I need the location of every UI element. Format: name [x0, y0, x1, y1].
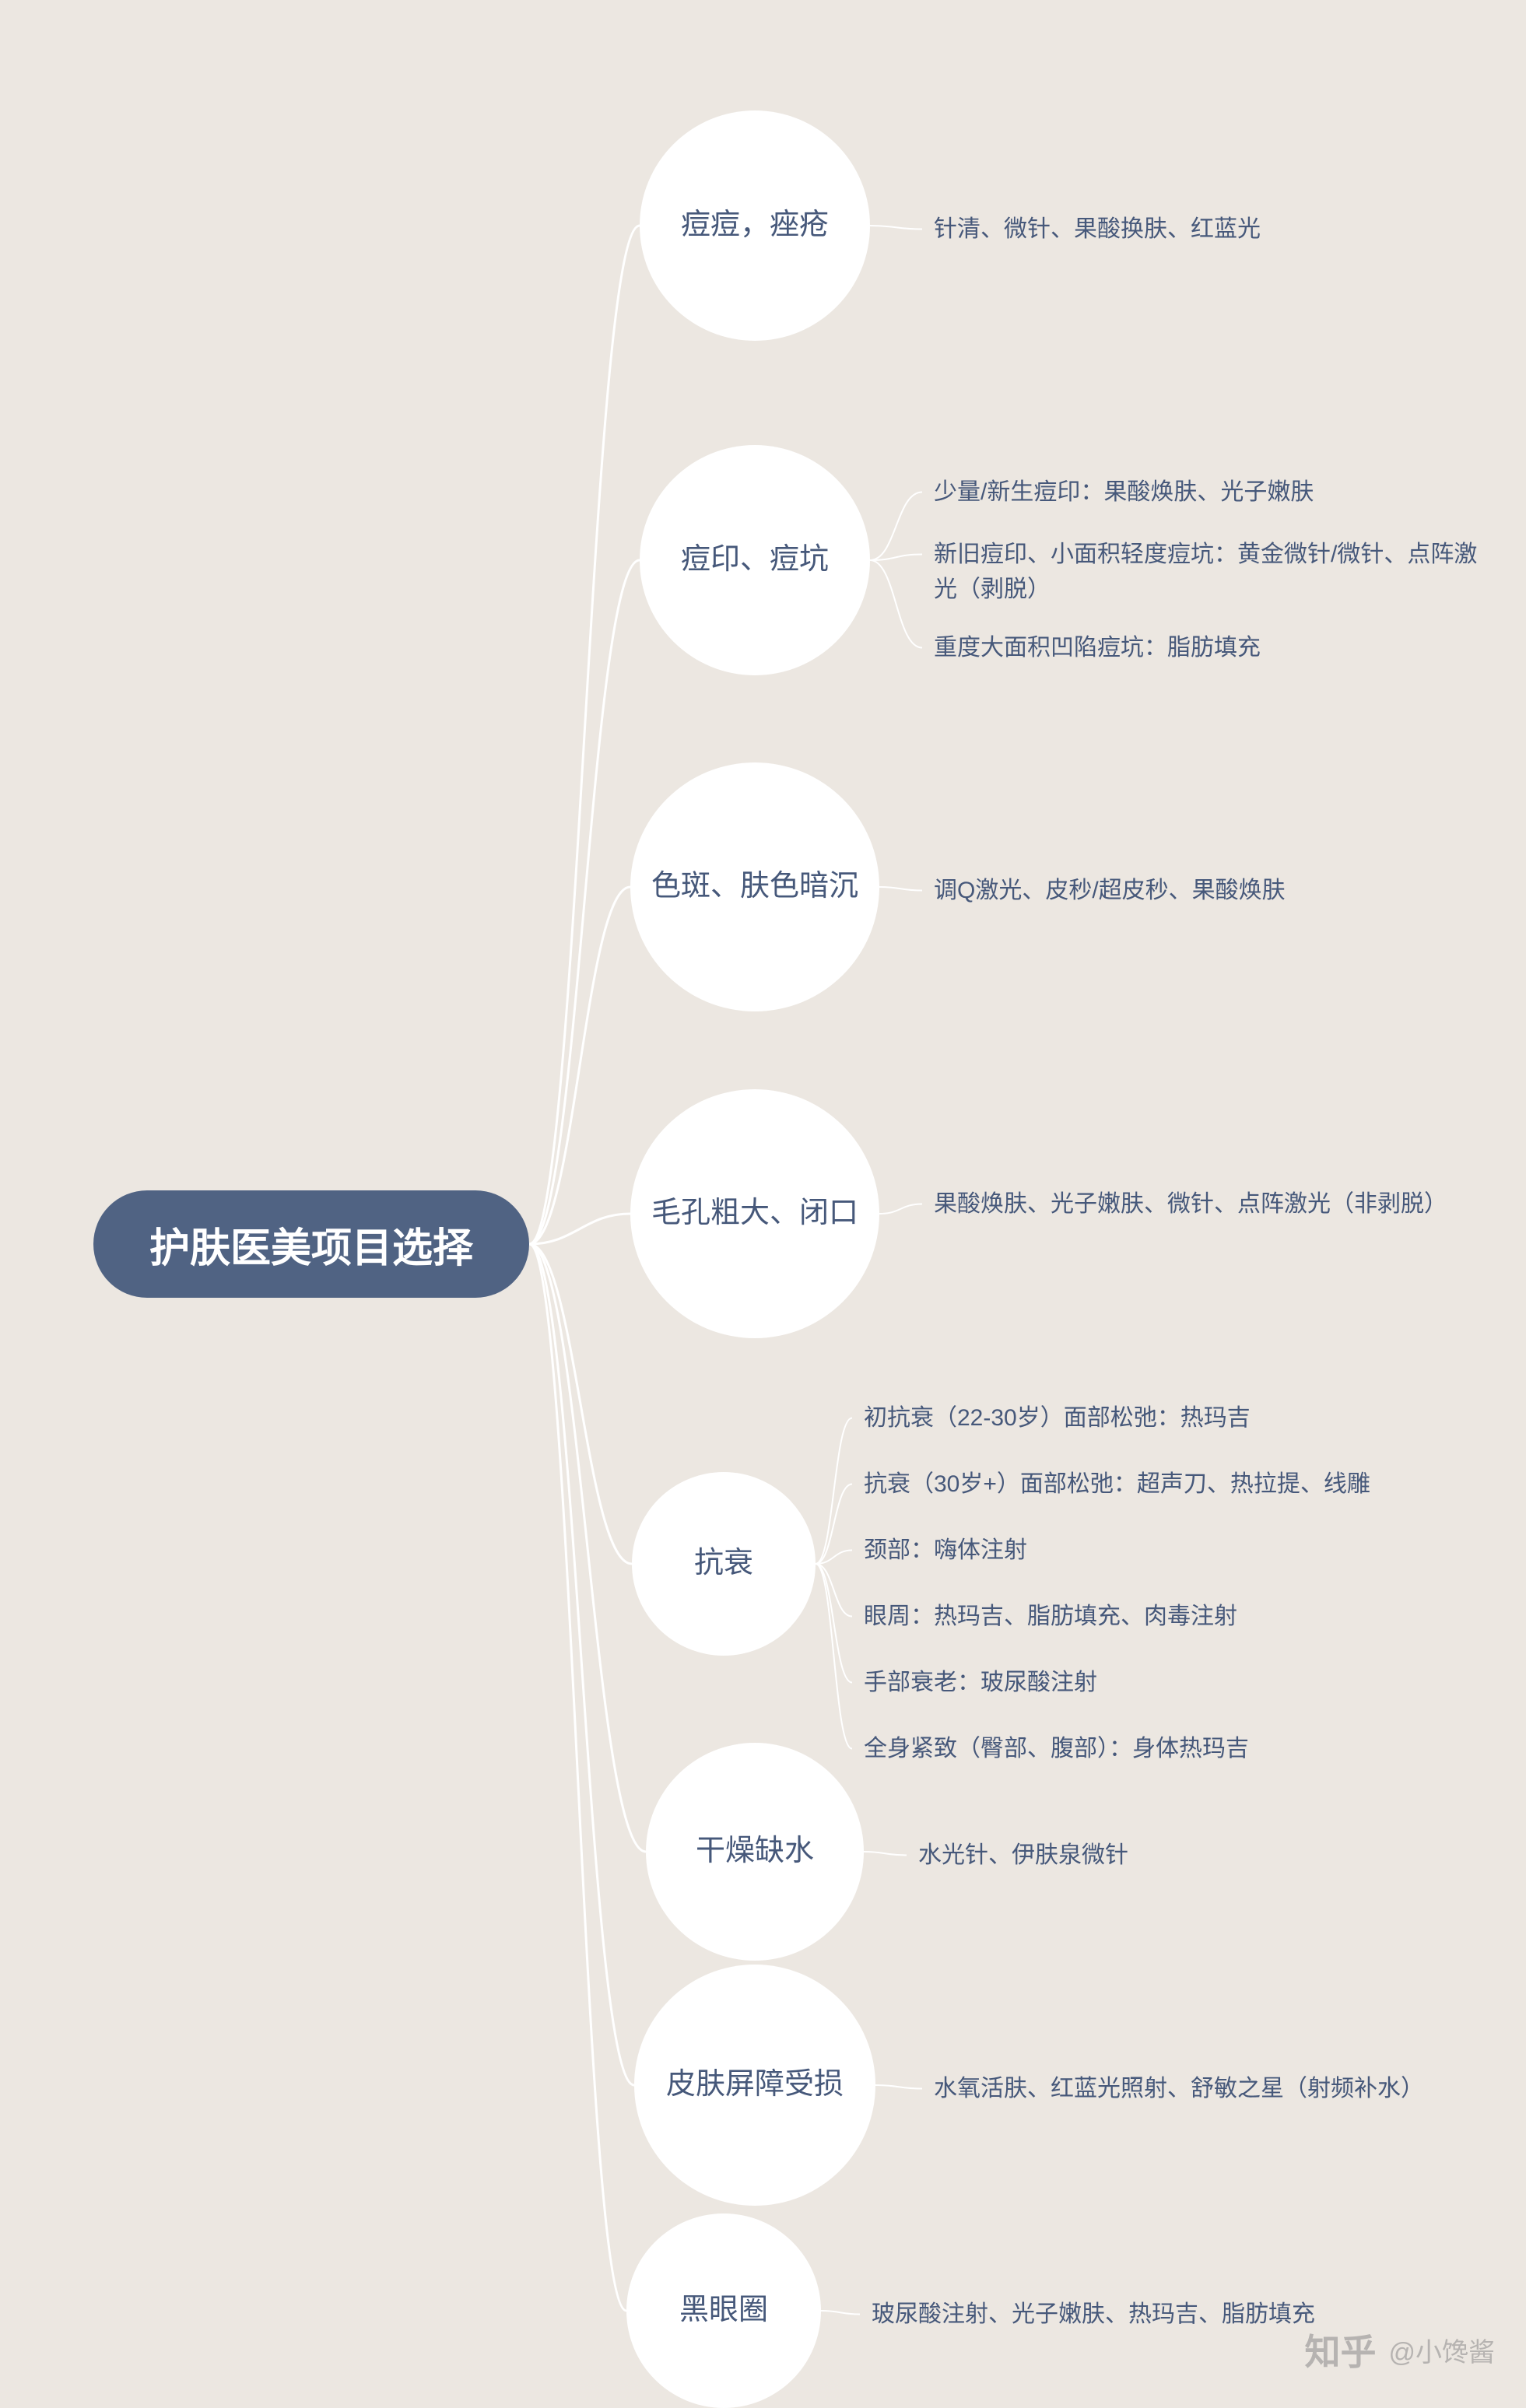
- edge-branch-leaf: [870, 560, 922, 648]
- edge-branch-leaf: [816, 1564, 852, 1617]
- leaf-text: 水光针、伊肤泉微针: [918, 1838, 1463, 1873]
- edge-branch-leaf: [816, 1551, 852, 1565]
- edge-branch-leaf: [821, 2311, 860, 2315]
- branch-node[interactable]: 干燥缺水: [646, 1743, 864, 1961]
- leaf-text: 抗衰（30岁+）面部松弛：超声刀、热拉提、线雕: [864, 1467, 1486, 1502]
- mindmap-canvas: 护肤医美项目选择 痘痘，痤疮痘印、痘坑色斑、肤色暗沉毛孔粗大、闭口抗衰干燥缺水皮肤…: [0, 0, 1526, 2399]
- branch-node[interactable]: 色斑、肤色暗沉: [630, 762, 879, 1011]
- edge-root-branch: [529, 1244, 634, 2085]
- branch-node[interactable]: 抗衰: [632, 1472, 816, 1656]
- edge-root-branch: [529, 1244, 626, 2311]
- edge-branch-leaf: [879, 1204, 922, 1215]
- watermark: 知乎 @小馋酱: [1304, 2324, 1495, 2375]
- branch-node[interactable]: 毛孔粗大、闭口: [630, 1089, 879, 1338]
- branch-node[interactable]: 痘痘，痤疮: [640, 110, 870, 341]
- edge-branch-leaf: [816, 1564, 852, 1749]
- edge-branch-leaf: [816, 1564, 852, 1683]
- branch-node[interactable]: 痘印、痘坑: [640, 445, 870, 675]
- edge-branch-leaf: [870, 492, 922, 561]
- edge-branch-leaf: [875, 2085, 922, 2089]
- leaf-text: 针清、微针、果酸换肤、红蓝光: [934, 212, 1479, 247]
- leaf-text: 水氧活肤、红蓝光照射、舒敏之星（射频补水）: [934, 2071, 1517, 2106]
- branch-node[interactable]: 皮肤屏障受损: [634, 1965, 875, 2206]
- root-node[interactable]: 护肤医美项目选择: [93, 1190, 529, 1298]
- edge-branch-leaf: [864, 1852, 907, 1856]
- edge-branch-leaf: [816, 1484, 852, 1565]
- edge-branch-leaf: [870, 226, 922, 230]
- edge-root-branch: [529, 1244, 632, 1564]
- watermark-brand: 知乎: [1304, 2324, 1376, 2375]
- leaf-text: 调Q激光、皮秒/超皮秒、果酸焕肤: [934, 873, 1479, 908]
- branch-node[interactable]: 黑眼圈: [626, 2213, 821, 2408]
- leaf-text: 手部衰老：玻尿酸注射: [864, 1665, 1486, 1700]
- leaf-text: 初抗衰（22-30岁）面部松弛：热玛吉: [864, 1400, 1486, 1435]
- edge-root-branch: [529, 226, 640, 1244]
- leaf-text: 全身紧致（臀部、腹部）：身体热玛吉: [864, 1731, 1486, 1766]
- leaf-text: 新旧痘印、小面积轻度痘坑：黄金微针/微针、点阵激光（剥脱）: [934, 537, 1494, 607]
- leaf-text: 重度大面积凹陷痘坑：脂肪填充: [934, 630, 1479, 665]
- leaf-text: 颈部：嗨体注射: [864, 1533, 1486, 1568]
- leaf-text: 果酸焕肤、光子嫩肤、微针、点阵激光（非剥脱）: [934, 1186, 1494, 1222]
- leaf-text: 少量/新生痘印：果酸焕肤、光子嫩肤: [934, 475, 1479, 510]
- watermark-author: @小馋酱: [1388, 2331, 1495, 2369]
- edge-branch-leaf: [870, 555, 922, 561]
- edge-root-branch: [529, 887, 630, 1244]
- leaf-text: 眼周：热玛吉、脂肪填充、肉毒注射: [864, 1599, 1486, 1634]
- edge-root-branch: [529, 1244, 646, 1852]
- edge-root-branch: [529, 560, 640, 1244]
- edge-branch-leaf: [816, 1418, 852, 1565]
- edge-branch-leaf: [879, 887, 922, 891]
- edge-root-branch: [529, 1214, 630, 1244]
